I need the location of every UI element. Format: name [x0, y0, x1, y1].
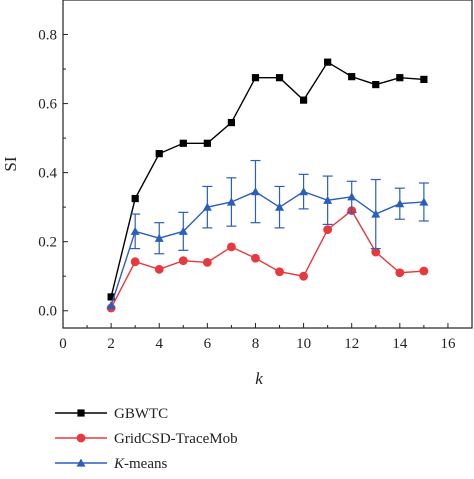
- data-point: [299, 96, 308, 104]
- y-axis-title: SI: [1, 156, 20, 171]
- plot-area: 0 2 4 6 8 10 12 14 16 0.0 0.2 0.4 0.6 0.8: [38, 0, 473, 352]
- legend-marker: [76, 433, 86, 443]
- data-point: [396, 74, 404, 82]
- x-axis-title: k: [255, 369, 263, 388]
- data-point: [299, 187, 309, 196]
- data-point: [348, 73, 356, 81]
- x-tick-label: 12: [344, 336, 359, 352]
- legend-label: GBWTC: [114, 406, 168, 422]
- data-point: [395, 268, 405, 278]
- data-point: [202, 202, 212, 211]
- data-point: [178, 226, 188, 235]
- legend-item: K-means: [55, 456, 167, 472]
- data-point: [155, 150, 163, 158]
- legend-label: GridCSD-TraceMob: [114, 431, 238, 447]
- y-tick-label: 0.8: [38, 28, 57, 44]
- y-tick-label: 0.2: [38, 235, 57, 251]
- data-point: [106, 301, 116, 310]
- y-tick-label: 0.4: [38, 166, 57, 182]
- data-point: [275, 74, 284, 82]
- data-point: [179, 139, 187, 147]
- legend-label: K-means: [113, 456, 167, 472]
- data-point: [154, 233, 164, 242]
- x-tick-label: 8: [252, 336, 260, 352]
- data-point: [131, 194, 139, 203]
- x-tick-label: 2: [107, 336, 115, 352]
- y-tick-label: 0.6: [38, 97, 57, 113]
- x-tick-label: 16: [440, 336, 456, 352]
- data-point: [371, 247, 381, 257]
- data-point: [372, 80, 380, 89]
- data-point: [420, 75, 428, 84]
- data-point: [371, 209, 381, 218]
- series-line: [110, 190, 424, 306]
- x-tick-label: 14: [392, 336, 408, 352]
- x-tick-label: 4: [155, 336, 163, 352]
- legend-item: GBWTC: [55, 406, 168, 422]
- series-layer: [106, 58, 429, 313]
- x-tick-label: 10: [296, 336, 311, 352]
- data-point: [251, 74, 260, 82]
- legend-marker: [77, 409, 85, 417]
- data-point: [251, 253, 260, 263]
- y-tick-label: 0.0: [38, 304, 57, 320]
- data-point: [154, 264, 164, 274]
- data-point: [323, 225, 333, 235]
- data-point: [202, 258, 212, 267]
- y-axis-ticks: 0.0 0.2 0.4 0.6 0.8: [38, 0, 68, 320]
- data-point: [107, 293, 115, 301]
- data-point: [178, 256, 188, 266]
- data-point: [227, 242, 236, 252]
- data-point: [130, 226, 140, 235]
- x-tick-label: 6: [204, 336, 212, 352]
- data-point: [419, 197, 429, 206]
- data-point: [130, 257, 140, 267]
- legend-item: GridCSD-TraceMob: [55, 431, 238, 447]
- legend-marker: [76, 458, 86, 467]
- data-point: [395, 199, 405, 208]
- data-point: [419, 266, 429, 276]
- data-point: [299, 271, 308, 281]
- data-point: [275, 267, 284, 277]
- legend: GBWTC GridCSD-TraceMob K-means: [55, 406, 238, 472]
- data-point: [227, 118, 236, 127]
- data-point: [323, 195, 333, 204]
- series-line: [110, 209, 424, 309]
- series-line: [110, 61, 424, 298]
- data-point: [250, 187, 260, 196]
- data-point: [226, 197, 236, 206]
- data-point: [203, 139, 211, 147]
- plot-frame: [62, 0, 473, 329]
- data-point: [347, 192, 357, 201]
- series-3: [106, 159, 429, 310]
- series-1: [107, 58, 428, 301]
- data-point: [324, 58, 332, 66]
- x-axis-ticks: 0 2 4 6 8 10 12 14 16: [59, 323, 456, 352]
- x-tick-label: 0: [59, 336, 67, 352]
- data-point: [275, 202, 285, 211]
